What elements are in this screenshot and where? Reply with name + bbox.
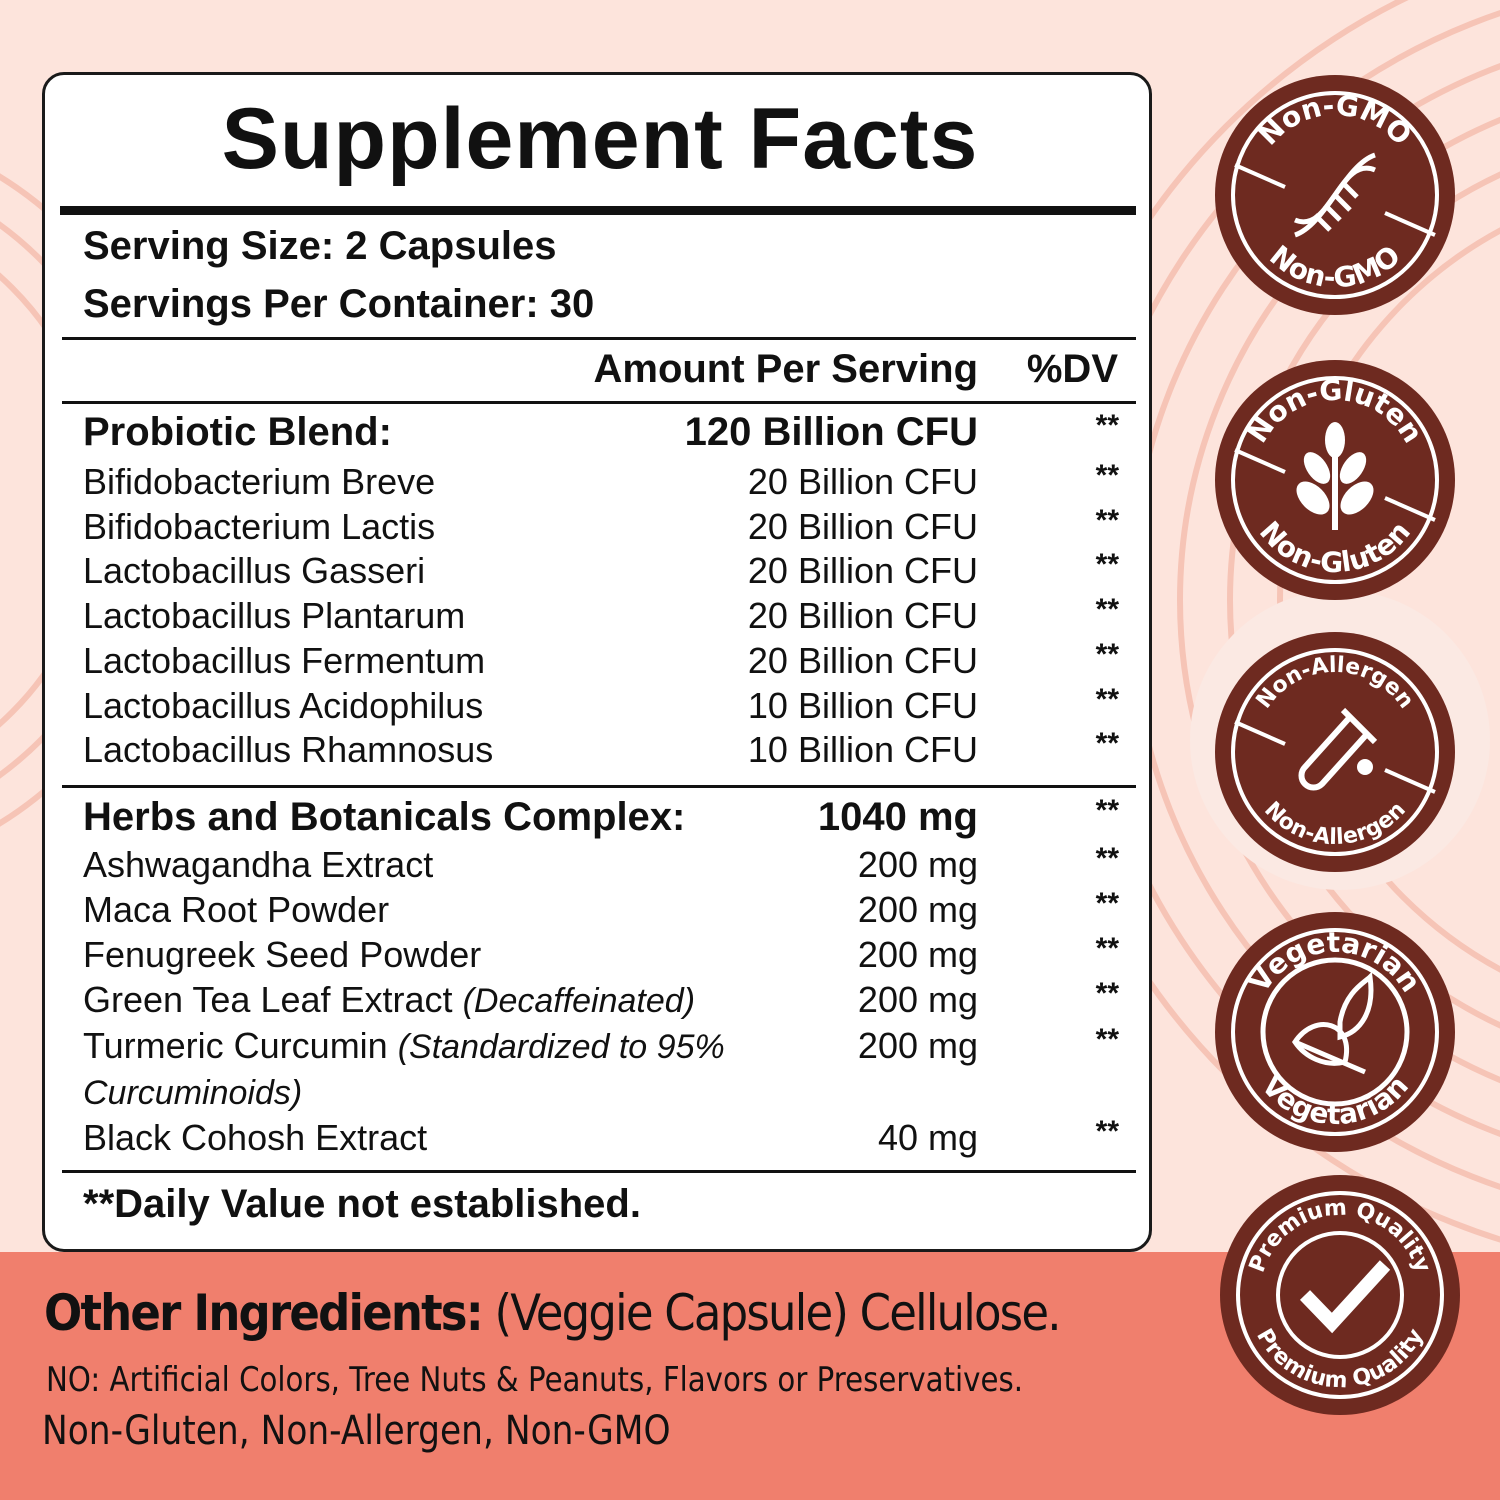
ingredient-dv: ** xyxy=(1095,887,1119,920)
ingredient-amount: 20 Billion CFU xyxy=(747,595,978,637)
ingredient-row: Bifidobacterium Breve 20 Billion CFU ** xyxy=(83,459,1119,505)
page-title: Supplement Facts xyxy=(221,91,979,187)
ingredient-amount: 10 Billion CFU xyxy=(747,729,978,771)
supplement-facts-panel xyxy=(42,72,1152,1252)
other-ingredients: Other Ingredients: (Veggie Capsule) Cell… xyxy=(44,1284,1062,1342)
header-amount: Amount Per Serving xyxy=(593,347,978,391)
ingredient-name: Fenugreek Seed Powder xyxy=(83,934,482,975)
ingredient-dv: ** xyxy=(1095,1115,1119,1148)
ingredient-amount: 120 Billion CFU xyxy=(684,410,978,454)
divider xyxy=(62,401,1136,404)
badge-non-allergen: Non-Allergen Non-Allergen xyxy=(1215,632,1455,872)
ingredient-row: Lactobacillus Acidophilus 10 Billion CFU *… xyxy=(83,683,1119,729)
ingredient-name: Bifidobacterium Lactis xyxy=(83,505,436,547)
badge-non-gmo: Non-GMO Non-GMO xyxy=(1215,75,1455,315)
ingredient-row: Black Cohosh Extract 40 mg ** xyxy=(83,1115,1119,1161)
ingredient-dv: ** xyxy=(1095,637,1119,671)
no-text: Artificial Colors, Tree Nuts & Peanuts, … xyxy=(109,1360,1024,1400)
ingredient-amount: 200 mg xyxy=(857,844,978,885)
ingredient-note: (Standardized to 95% Curcuminoids) xyxy=(83,1028,725,1112)
ingredient-name: Lactobacillus Plantarum xyxy=(83,595,466,637)
ingredient-dv: ** xyxy=(1095,727,1119,761)
divider xyxy=(62,785,1136,788)
header-dv: %DV xyxy=(1026,347,1118,391)
section-header-row: Probiotic Blend: 120 Billion CFU ** xyxy=(83,409,1119,455)
badge-premium-quality: Premium Quality Premium Quality xyxy=(1220,1175,1460,1415)
ingredient-name: Bifidobacterium Breve xyxy=(83,461,436,502)
ingredient-dv: ** xyxy=(1095,842,1119,875)
ingredient-name: Lactobacillus Gasseri xyxy=(83,550,426,592)
ingredient-dv: ** xyxy=(1095,503,1119,537)
ingredient-amount: 20 Billion CFU xyxy=(747,461,978,502)
ingredient-dv: ** xyxy=(1095,1023,1119,1056)
ingredient-row: Turmeric Curcumin (Standardized to 95% C… xyxy=(83,1023,1119,1116)
divider xyxy=(60,206,1136,215)
ingredient-amount: 1040 mg xyxy=(817,795,978,839)
ingredient-dv: ** xyxy=(1095,932,1119,965)
ingredient-row: Fenugreek Seed Powder 200 mg ** xyxy=(83,932,1119,978)
dna-icon xyxy=(1294,152,1376,238)
ingredient-dv: ** xyxy=(1095,548,1119,582)
ingredient-name: Black Cohosh Extract xyxy=(83,1117,428,1158)
serving-size: Serving Size: 2 Capsules xyxy=(83,224,557,268)
ingredient-name: Probiotic Blend: xyxy=(83,410,392,454)
ingredient-name: Lactobacillus Acidophilus xyxy=(83,684,484,726)
other-ingredients-heading: Other Ingredients: xyxy=(44,1284,484,1342)
ingredient-row: Lactobacillus Rhamnosus 10 Billion CFU ** xyxy=(83,727,1119,773)
ingredient-dv: ** xyxy=(1095,682,1119,716)
exclusions: NO: Artificial Colors, Tree Nuts & Peanu… xyxy=(46,1360,1023,1400)
ingredient-row: Green Tea Leaf Extract (Decaffeinated) 20… xyxy=(83,977,1119,1024)
ingredient-name: Lactobacillus Fermentum xyxy=(83,639,486,681)
ingredient-name: Maca Root Powder xyxy=(83,889,390,930)
divider xyxy=(62,1170,1136,1173)
ingredient-row: Ashwagandha Extract 200 mg ** xyxy=(83,842,1119,888)
ingredient-dv: ** xyxy=(1095,977,1119,1010)
badge-vegetarian: Vegetarian Vegetarian xyxy=(1215,912,1455,1152)
divider xyxy=(62,337,1136,340)
test-tube-icon xyxy=(1298,707,1378,791)
ingredient-amount: 200 mg xyxy=(857,934,978,975)
ingredient-name: Turmeric Curcumin (Standardized to 95% C… xyxy=(83,1025,725,1112)
ingredient-dv: ** xyxy=(1095,593,1119,627)
ingredient-amount: 200 mg xyxy=(857,889,978,930)
ingredient-name: Lactobacillus Rhamnosus xyxy=(83,729,494,771)
ingredient-dv: ** xyxy=(1095,794,1119,827)
ingredient-amount: 40 mg xyxy=(877,1117,978,1158)
ingredient-row: Bifidobacterium Lactis 20 Billion CFU ** xyxy=(83,504,1119,550)
other-ingredients-text: (Veggie Capsule) Cellulose. xyxy=(494,1284,1061,1342)
ingredient-amount: 20 Billion CFU xyxy=(747,550,978,592)
ingredient-dv: ** xyxy=(1095,459,1119,492)
ingredient-name: Herbs and Botanicals Complex: xyxy=(83,795,686,839)
ingredient-name: Green Tea Leaf Extract (Decaffeinated) xyxy=(83,979,696,1020)
section-header-row: Herbs and Botanicals Complex: 1040 mg ** xyxy=(83,794,1119,840)
ingredient-amount: 200 mg xyxy=(857,979,978,1020)
footnote: **Daily Value not established. xyxy=(83,1182,641,1226)
claims: Non-Gluten, Non-Allergen, Non-GMO xyxy=(42,1408,671,1454)
leaf-icon xyxy=(1260,957,1410,1107)
badge-non-gluten: Non-Gluten Non-Gluten xyxy=(1215,360,1455,600)
ingredient-name: Ashwagandha Extract xyxy=(83,844,434,885)
ingredient-row: Lactobacillus Fermentum 20 Billion CFU ** xyxy=(83,638,1119,684)
ingredient-amount: 20 Billion CFU xyxy=(747,639,978,681)
servings-per-container: Servings Per Container: 30 xyxy=(83,282,595,326)
ingredient-row: Lactobacillus Plantarum 20 Billion CFU ** xyxy=(83,593,1119,639)
wheat-icon xyxy=(1296,422,1374,530)
ingredient-amount: 200 mg xyxy=(857,1025,978,1066)
no-label: NO: xyxy=(46,1360,101,1400)
ingredient-amount: 20 Billion CFU xyxy=(747,505,978,547)
ingredient-note: (Decaffeinated) xyxy=(462,982,696,1020)
ingredient-row: Lactobacillus Gasseri 20 Billion CFU ** xyxy=(83,548,1119,594)
ingredient-row: Maca Root Powder 200 mg ** xyxy=(83,887,1119,933)
checkmark-icon xyxy=(1276,1231,1404,1359)
ingredient-dv: ** xyxy=(1095,409,1119,442)
ingredient-amount: 10 Billion CFU xyxy=(747,684,978,726)
